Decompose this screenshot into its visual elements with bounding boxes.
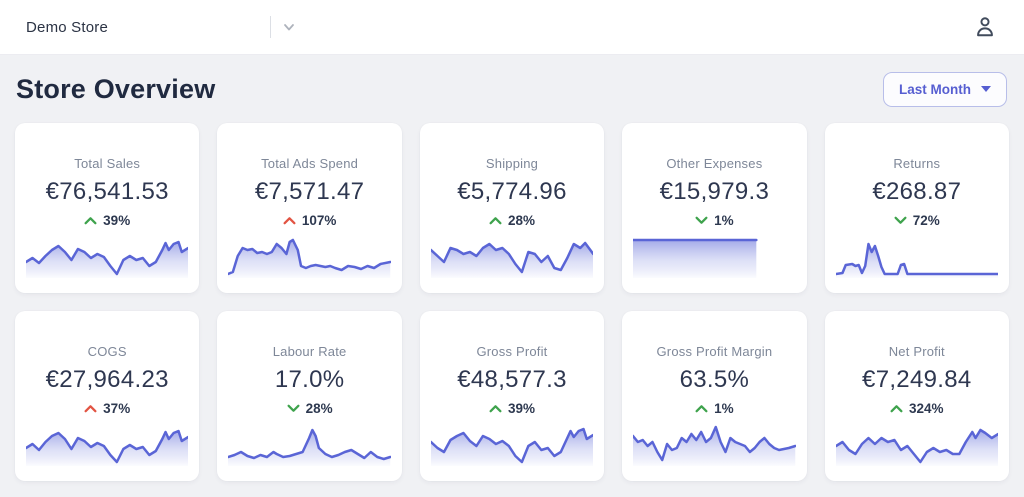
metric-delta: 39%	[489, 401, 535, 416]
period-dropdown-label: Last Month	[899, 81, 971, 97]
metric-cards-grid: Total Sales €76,541.53 39% Total Ads Spe…	[15, 123, 1009, 481]
metric-delta: 39%	[84, 213, 130, 228]
sparkline-chart	[430, 236, 594, 278]
metric-delta-value: 28%	[507, 213, 535, 228]
metric-title: Gross Profit	[476, 344, 548, 359]
arrow-down-icon	[695, 216, 708, 225]
metric-value: €5,774.96	[457, 178, 567, 205]
account-icon[interactable]	[972, 14, 998, 40]
store-name: Demo Store	[26, 18, 109, 36]
metric-delta: 28%	[489, 213, 535, 228]
sparkline-chart	[228, 424, 391, 466]
metric-title: Gross Profit Margin	[656, 344, 773, 359]
arrow-up-icon	[84, 216, 97, 225]
metric-title: Net Profit	[888, 344, 945, 359]
metric-value: €7,249.84	[862, 366, 972, 393]
metric-delta-value: 1%	[714, 401, 734, 416]
metric-card-other-expenses: Other Expenses €15,979.3 1%	[622, 123, 807, 293]
sparkline-chart	[835, 236, 998, 278]
metric-delta: 28%	[287, 401, 333, 416]
metric-delta-value: 107%	[301, 213, 337, 228]
metric-title: Returns	[893, 156, 941, 171]
chevron-down-icon[interactable]	[281, 19, 297, 35]
caret-down-icon	[981, 86, 991, 92]
metric-delta: 1%	[695, 213, 734, 228]
metric-delta-value: 37%	[103, 401, 131, 416]
arrow-down-icon	[287, 404, 300, 413]
page-title: Store Overview	[16, 73, 216, 104]
metric-delta-value: 324%	[909, 401, 944, 416]
metric-delta-value: 28%	[305, 401, 333, 416]
metric-card-shipping: Shipping €5,774.96 28%	[419, 123, 605, 293]
metric-delta-value: 1%	[714, 213, 734, 228]
metric-delta: 1%	[695, 401, 734, 416]
metric-value: €76,541.53	[45, 178, 169, 205]
sparkline-chart	[633, 236, 795, 278]
metric-card-gross-profit-margin: Gross Profit Margin 63.5% 1%	[622, 311, 807, 481]
sparkline-chart	[633, 424, 796, 466]
metric-delta: 72%	[894, 213, 940, 228]
metric-delta: 324%	[890, 401, 944, 416]
metric-delta-value: 39%	[507, 401, 535, 416]
sparkline-chart	[228, 236, 391, 278]
arrow-up-icon	[890, 404, 903, 413]
metric-delta-value: 39%	[103, 213, 131, 228]
metric-card-returns: Returns €268.87 72%	[824, 123, 1009, 293]
arrow-up-icon	[695, 404, 708, 413]
arrow-up-icon	[489, 404, 502, 413]
sparkline-chart	[430, 424, 594, 466]
metric-value: €15,979.3	[659, 178, 770, 205]
arrow-up-icon	[84, 404, 97, 413]
metric-title: Shipping	[485, 156, 539, 171]
metric-delta-value: 72%	[912, 213, 940, 228]
main-content: Store Overview Last Month Total Sales €7…	[0, 55, 1024, 481]
page-header: Store Overview Last Month	[0, 55, 1024, 123]
metric-value: €48,577.3	[457, 366, 567, 393]
metric-title: Labour Rate	[272, 344, 347, 359]
arrow-down-icon	[894, 216, 907, 225]
topbar-divider	[270, 16, 271, 38]
metric-value: 63.5%	[679, 366, 750, 393]
arrow-up-icon	[283, 216, 296, 225]
store-selector[interactable]: Demo Store	[26, 19, 270, 36]
metric-delta: 37%	[84, 401, 130, 416]
metric-value: €27,964.23	[45, 366, 169, 393]
arrow-up-icon	[489, 216, 502, 225]
metric-card-net-profit: Net Profit €7,249.84 324%	[824, 311, 1009, 481]
metric-value: €268.87	[872, 178, 962, 205]
metric-card-total-sales: Total Sales €76,541.53 39%	[15, 123, 200, 293]
metric-card-gross-profit: Gross Profit €48,577.3 39%	[419, 311, 605, 481]
metric-delta: 107%	[283, 213, 337, 228]
metric-card-cogs: COGS €27,964.23 37%	[15, 311, 200, 481]
metric-value: 17.0%	[274, 366, 345, 393]
sparkline-chart	[26, 424, 189, 466]
metric-title: Total Ads Spend	[261, 156, 359, 171]
metric-value: €7,571.47	[254, 178, 365, 205]
metric-card-total-ads-spend: Total Ads Spend €7,571.47 107%	[217, 123, 402, 293]
topbar: Demo Store	[0, 0, 1024, 55]
period-dropdown[interactable]: Last Month	[883, 71, 1007, 107]
sparkline-chart	[26, 236, 189, 278]
metric-title: COGS	[87, 344, 127, 359]
metric-title: Total Sales	[74, 156, 141, 171]
sparkline-chart	[835, 424, 998, 466]
metric-card-labour-rate: Labour Rate 17.0% 28%	[217, 311, 402, 481]
metric-title: Other Expenses	[666, 156, 763, 171]
